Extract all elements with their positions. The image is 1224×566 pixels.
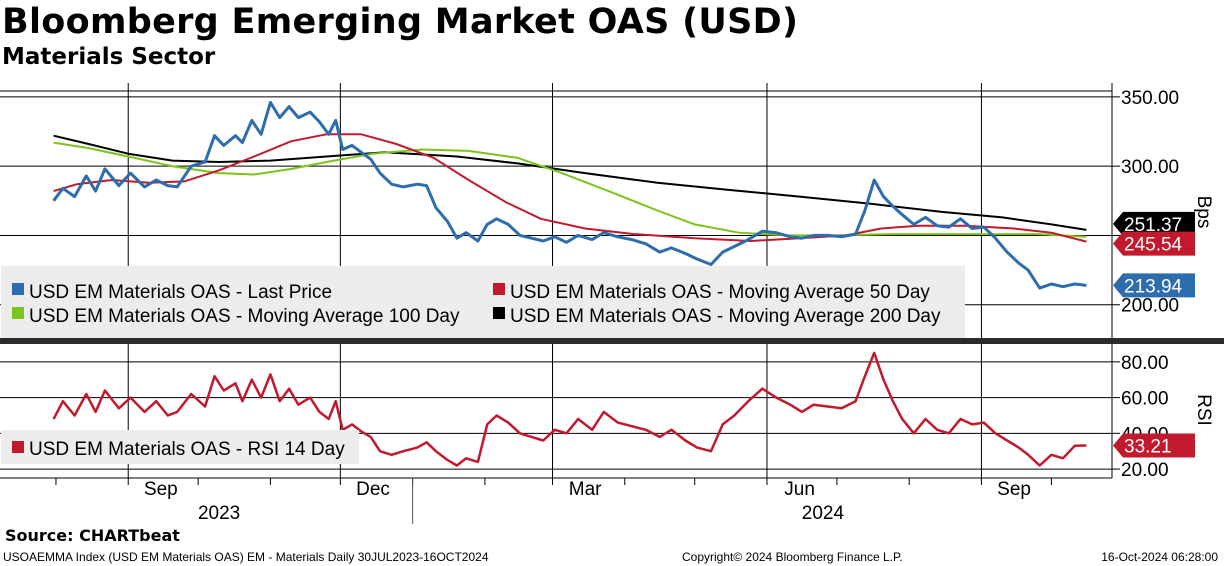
series-ma50-line	[53, 133, 1087, 243]
legend-label-ma200: USD EM Materials OAS - Moving Average 20…	[510, 306, 941, 327]
rsi-axis-label: RSI	[1193, 394, 1214, 426]
price-axis-label: Bps	[1193, 196, 1214, 229]
source-label: Source: CHARTbeat	[5, 526, 180, 545]
legend-label-rsi: USD EM Materials OAS - RSI 14 Day	[29, 439, 345, 460]
legend-label-ma50: USD EM Materials OAS - Moving Average 50…	[510, 282, 930, 303]
x-axis: Sep Dec Mar Jun Sep 2023 2024	[0, 477, 1112, 524]
price-grid	[0, 83, 1112, 338]
x-month-label-3: Jun	[784, 479, 815, 500]
price-series-lines	[52, 100, 1087, 290]
footer-index-info: USOAEMMA Index (USD EM Materials OAS) EM…	[3, 550, 489, 564]
badge-ma200: 251.37	[1113, 211, 1195, 236]
x-year-label-0: 2023	[198, 503, 240, 524]
rsi-tick-label-0: 80.00	[1121, 353, 1169, 374]
series-ma200-line	[53, 134, 1087, 231]
badge-last-price-text: 213.94	[1124, 276, 1183, 297]
price-legend-box	[1, 266, 965, 338]
rsi-series-lines	[52, 351, 1087, 467]
chart-title: Bloomberg Emerging Market OAS (USD)	[2, 2, 799, 42]
panel-divider-bar[interactable]	[0, 338, 1224, 344]
legend-swatch-ma200	[493, 307, 505, 319]
footer-timestamp: 16-Oct-2024 06:28:00	[1101, 550, 1218, 564]
series-last_price-line	[52, 100, 1087, 290]
badge-ma50-shape	[1113, 231, 1195, 256]
badge-ma50: 245.54	[1113, 231, 1195, 256]
badge-ma50-text: 245.54	[1124, 235, 1183, 256]
rsi-legend-box	[1, 430, 359, 464]
badge-last-price-shape	[1113, 273, 1195, 298]
price-tick-label-1: 300.00	[1121, 157, 1179, 178]
legend-label-ma100: USD EM Materials OAS - Moving Average 10…	[29, 306, 460, 327]
badge-rsi: 33.21	[1113, 433, 1195, 458]
price-tick-label-0: 350.00	[1121, 88, 1179, 109]
badge-rsi-shape	[1113, 433, 1195, 458]
x-month-label-2: Mar	[569, 479, 602, 500]
badge-ma200-text: 251.37	[1124, 215, 1182, 236]
rsi-legend: USD EM Materials OAS - RSI 14 Day	[1, 430, 359, 464]
chart-subtitle: Materials Sector	[2, 44, 216, 70]
panel-divider	[0, 338, 1224, 344]
badge-rsi-text: 33.21	[1124, 436, 1172, 457]
x-month-label-1: Dec	[356, 479, 390, 500]
legend-label-last_price: USD EM Materials OAS - Last Price	[29, 282, 332, 303]
x-month-label-4: Sep	[997, 479, 1031, 500]
legend-swatch-last_price	[12, 283, 24, 295]
rsi-tick-label-1: 60.00	[1121, 389, 1169, 410]
legend-swatch-rsi	[12, 441, 24, 453]
legend-swatch-ma100	[12, 307, 24, 319]
rsi-tick-label-3: 20.00	[1121, 460, 1169, 481]
legend-swatch-ma50	[493, 283, 505, 295]
rsi-grid	[0, 344, 1112, 478]
badge-last-price: 213.94	[1113, 273, 1195, 298]
price-legend: USD EM Materials OAS - Last Price USD EM …	[1, 266, 965, 338]
footer-copyright: Copyright© 2024 Bloomberg Finance L.P.	[682, 550, 903, 564]
badge-ma200-shape	[1113, 211, 1195, 236]
series-rsi-line	[52, 351, 1087, 467]
price-tick-label-3: 200.00	[1121, 296, 1179, 317]
x-month-label-0: Sep	[144, 479, 178, 500]
rsi-last-value-badges: 33.21	[1113, 433, 1195, 458]
x-year-label-1: 2024	[802, 503, 845, 524]
